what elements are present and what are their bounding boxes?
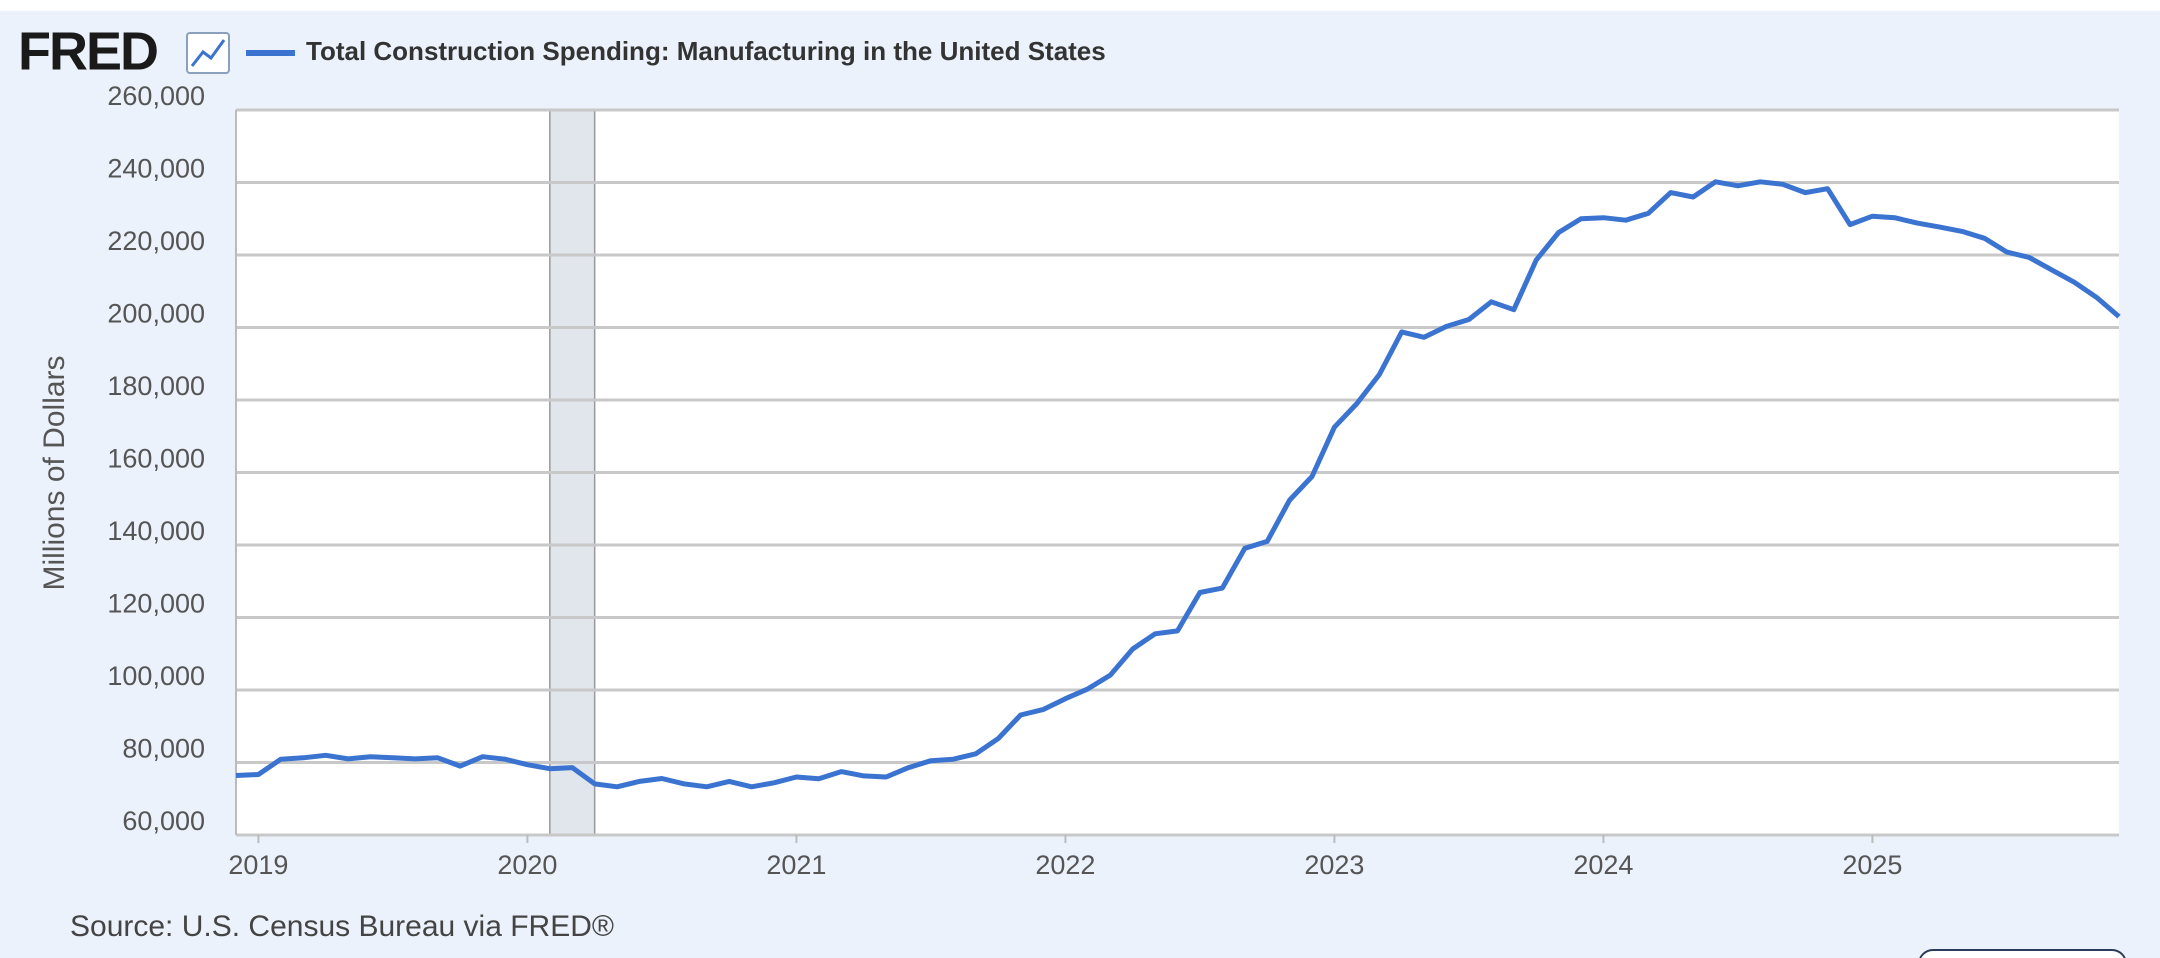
source: Source: U.S. Census Bureau via FRED® [70,910,614,943]
y-axis-label: Millions of Dollars [38,355,71,590]
y-tick-label: 120,000 [107,589,205,619]
y-tick-label: 220,000 [107,226,205,256]
x-tick-label: 2020 [497,850,557,880]
logo: FRED [18,21,157,81]
y-tick-label: 100,000 [107,661,205,691]
y-tick-label: 140,000 [107,516,205,546]
logo-icon [186,32,230,74]
series-line [235,179,2121,790]
x-tick-label: 2019 [228,850,288,880]
y-tick-label: 60,000 [122,806,205,836]
y-tick-label: 260,000 [107,81,205,111]
y-tick-label: 80,000 [122,734,205,764]
y-tick-label: 160,000 [107,444,205,474]
button[interactable] [1919,949,2126,958]
x-tick-label: 2023 [1304,850,1364,880]
y-tick-label: 200,000 [107,299,205,329]
x-tick-label: 2024 [1573,850,1633,880]
x-tick-label: 2021 [766,850,826,880]
y-tick-label: 180,000 [107,371,205,401]
legend-label: Total Construction Spending: Manufacturi… [306,36,1106,66]
y-tick-label: 240,000 [107,154,205,184]
x-tick-label: 2022 [1035,850,1095,880]
x-tick-label: 2025 [1842,850,1902,880]
